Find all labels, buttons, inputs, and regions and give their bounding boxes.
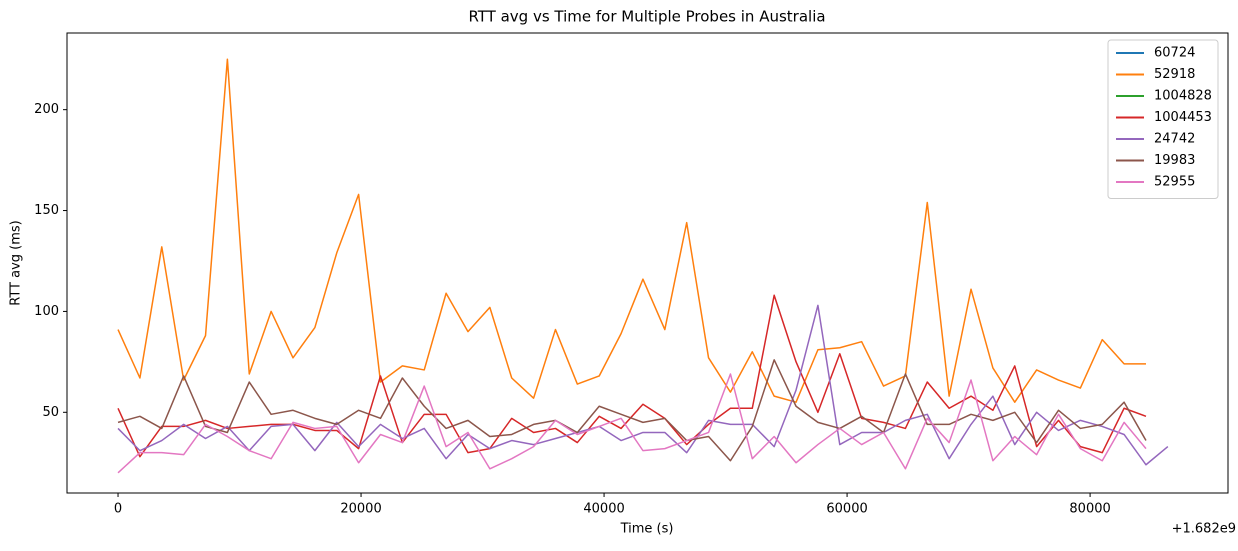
- legend-label: 19983: [1154, 153, 1195, 168]
- series-line: [117, 294, 1147, 458]
- series-line: [117, 373, 1147, 474]
- legend-label: 60724: [1154, 46, 1195, 61]
- y-axis-label: RTT avg (ms): [9, 220, 24, 306]
- legend: 60724 52918 1004828 1004453 24742 19983 52955: [1107, 39, 1219, 199]
- legend-label: 52918: [1154, 67, 1195, 82]
- series-line: [117, 58, 1146, 403]
- x-tick-label: 20000: [340, 502, 381, 517]
- y-tick-label: 100: [34, 304, 59, 319]
- x-tick-label: 80000: [1069, 502, 1110, 517]
- plot-frame: [66, 32, 1229, 494]
- y-tick-label: 150: [34, 203, 59, 218]
- x-tick-label: 0: [114, 502, 122, 517]
- chart-title: RTT avg vs Time for Multiple Probes in A…: [468, 8, 825, 26]
- x-tick-label: 60000: [826, 502, 867, 517]
- legend-label: 1004453: [1154, 110, 1212, 125]
- y-tick-label: 200: [34, 102, 59, 117]
- y-tick-label: 50: [42, 405, 59, 420]
- legend-label: 52955: [1154, 175, 1195, 190]
- series-line: [117, 359, 1147, 462]
- legend-label: 24742: [1154, 132, 1195, 147]
- series-line: [117, 304, 1169, 466]
- legend-box: [1107, 39, 1219, 199]
- legend-label: 1004828: [1154, 89, 1212, 104]
- x-axis-label: Time (s): [620, 522, 674, 537]
- x-tick-label: 40000: [583, 502, 624, 517]
- x-offset-label: +1.682e9: [1172, 522, 1236, 537]
